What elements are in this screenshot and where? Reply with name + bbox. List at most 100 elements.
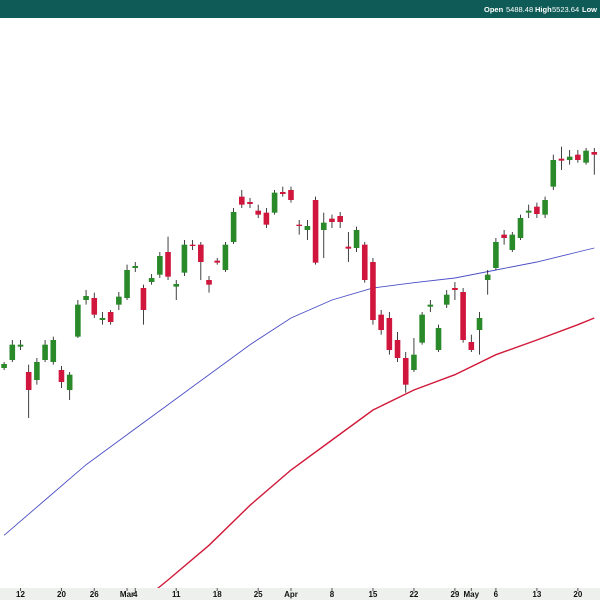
info-label: High: [535, 5, 552, 14]
candle-body: [329, 218, 335, 222]
candle-body: [263, 212, 270, 225]
candle-body: [320, 222, 327, 230]
candle-body: [116, 296, 122, 305]
candle-body: [239, 196, 245, 205]
candle-body: [394, 340, 401, 358]
x-tick-label: May: [464, 590, 480, 599]
candle-body: [583, 150, 589, 163]
x-axis-strip: [0, 588, 600, 600]
candle-body: [337, 216, 343, 222]
info-value: 5523.64: [552, 5, 579, 14]
candle-body: [452, 288, 458, 290]
candle-body: [279, 192, 286, 194]
x-tick-label: 29: [450, 590, 459, 599]
header-bar: [0, 0, 600, 18]
candle-body: [83, 296, 89, 300]
x-tick-label: 8: [330, 590, 335, 599]
candle-body: [271, 192, 278, 213]
candle-body: [296, 224, 302, 226]
x-tick-label: 25: [254, 590, 263, 599]
x-tick-label: 18: [213, 590, 222, 599]
info-label: Open: [484, 5, 504, 14]
candle-body: [460, 292, 466, 340]
x-tick-label: 12: [16, 590, 25, 599]
candle-body: [411, 354, 417, 370]
candle-body: [91, 298, 98, 315]
candle-body: [517, 218, 524, 238]
candle-body: [566, 156, 573, 160]
x-tick-label: Mar: [120, 590, 134, 599]
candle-body: [304, 226, 311, 230]
candle-body: [501, 234, 507, 238]
candle-body: [124, 270, 130, 298]
x-tick-label: 4: [133, 590, 138, 599]
candle-body: [173, 284, 180, 287]
candle-body: [509, 234, 516, 250]
candle-body: [575, 154, 581, 160]
candle-body: [42, 344, 48, 360]
candle-body: [247, 202, 253, 204]
candle-body: [157, 256, 163, 275]
candle-body: [361, 244, 368, 280]
candle-body: [9, 344, 16, 360]
candle-body: [534, 206, 540, 214]
x-tick-label: 11: [172, 590, 181, 599]
candle-body: [214, 260, 221, 263]
candle-body: [542, 200, 548, 215]
candle-body: [99, 318, 106, 320]
candle-body: [386, 318, 393, 350]
candle-body: [255, 210, 261, 215]
candle-body: [468, 342, 475, 350]
candle-body: [370, 262, 376, 320]
candle-body: [435, 328, 442, 350]
candle-body: [230, 212, 237, 242]
candle-body: [476, 318, 483, 330]
candle-body: [17, 344, 24, 347]
candle-body: [353, 230, 360, 248]
candle-body: [550, 160, 557, 187]
candle-body: [1, 364, 7, 368]
candle-body: [181, 244, 188, 273]
candle-body: [427, 304, 434, 307]
candle-body: [558, 158, 565, 161]
x-tick-label: 22: [409, 590, 418, 599]
x-tick-label: 6: [494, 590, 499, 599]
x-tick-label: 20: [573, 590, 582, 599]
x-tick-label: Apr: [284, 590, 298, 599]
candle-body: [34, 362, 40, 380]
candle-body: [378, 314, 384, 330]
candle-body: [140, 288, 147, 310]
candle-body: [345, 246, 352, 249]
x-tick-label: 13: [532, 590, 541, 599]
candle-body: [189, 244, 196, 246]
candle-body: [148, 278, 155, 282]
candle-body: [288, 190, 294, 200]
candle-body: [50, 340, 57, 362]
x-tick-label: 26: [90, 590, 99, 599]
candle-body: [25, 372, 32, 390]
candle-body: [75, 304, 81, 337]
candle-body: [206, 280, 212, 285]
candle-body: [443, 294, 450, 305]
x-tick-label: 15: [368, 590, 377, 599]
moving-average-line: [3, 247, 595, 536]
candle-body: [66, 374, 73, 390]
candle-body: [198, 244, 204, 262]
candle-body: [525, 210, 532, 213]
candle-body: [402, 358, 409, 385]
candle-body: [312, 200, 319, 263]
info-value: 5488.48: [506, 5, 533, 14]
info-label: Low: [582, 5, 597, 14]
candle-body: [58, 370, 65, 382]
candle-body: [419, 314, 425, 343]
candle-body: [132, 266, 139, 268]
moving-average-line: [142, 317, 595, 600]
x-tick-label: 20: [57, 590, 66, 599]
candle-body: [107, 312, 114, 322]
candle-body: [591, 152, 598, 155]
candle-body: [484, 274, 491, 280]
candle-body: [493, 242, 499, 268]
candle-body: [222, 244, 229, 270]
candle-body: [165, 252, 171, 277]
